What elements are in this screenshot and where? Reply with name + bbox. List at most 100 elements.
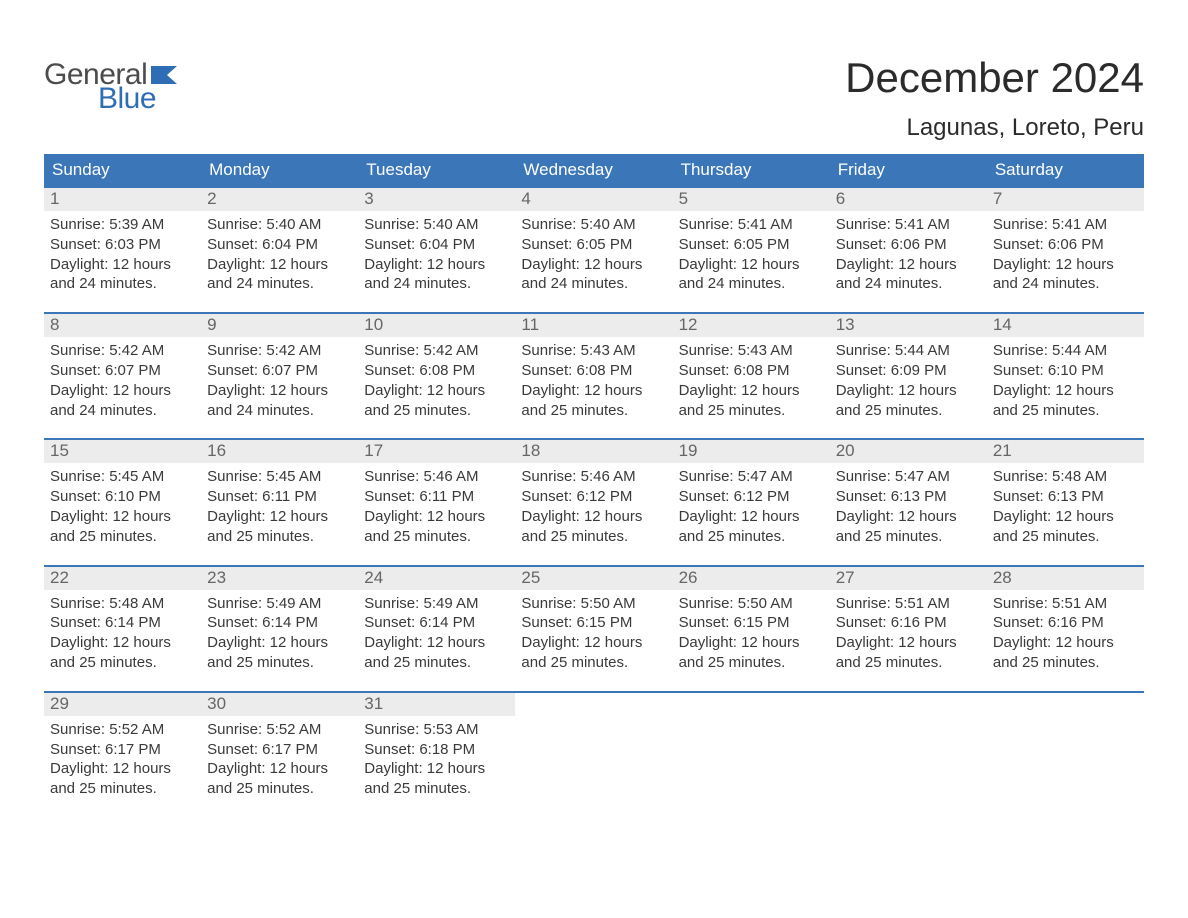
sunset-text: Sunset: 6:17 PM	[207, 740, 352, 760]
daylight-text-1: Daylight: 12 hours	[993, 381, 1138, 401]
day-details: Sunrise: 5:40 AMSunset: 6:04 PMDaylight:…	[358, 211, 515, 294]
daylight-text-1: Daylight: 12 hours	[836, 255, 981, 275]
day-number: 21	[987, 440, 1144, 463]
sunrise-text: Sunrise: 5:42 AM	[50, 341, 195, 361]
day-details: Sunrise: 5:51 AMSunset: 6:16 PMDaylight:…	[987, 590, 1144, 673]
daylight-text-2: and 25 minutes.	[50, 779, 195, 799]
daylight-text-1: Daylight: 12 hours	[50, 759, 195, 779]
sunset-text: Sunset: 6:07 PM	[50, 361, 195, 381]
calendar-week: 1Sunrise: 5:39 AMSunset: 6:03 PMDaylight…	[44, 186, 1144, 294]
day-details: Sunrise: 5:50 AMSunset: 6:15 PMDaylight:…	[515, 590, 672, 673]
calendar-day: 23Sunrise: 5:49 AMSunset: 6:14 PMDayligh…	[201, 567, 358, 673]
day-details: Sunrise: 5:42 AMSunset: 6:07 PMDaylight:…	[44, 337, 201, 420]
day-number: 9	[201, 314, 358, 337]
day-details: Sunrise: 5:51 AMSunset: 6:16 PMDaylight:…	[830, 590, 987, 673]
sunrise-text: Sunrise: 5:40 AM	[521, 215, 666, 235]
sunrise-text: Sunrise: 5:46 AM	[364, 467, 509, 487]
daylight-text-2: and 24 minutes.	[521, 274, 666, 294]
daylight-text-1: Daylight: 12 hours	[679, 381, 824, 401]
sunrise-text: Sunrise: 5:49 AM	[207, 594, 352, 614]
day-number: 3	[358, 188, 515, 211]
daylight-text-2: and 25 minutes.	[207, 653, 352, 673]
sunrise-text: Sunrise: 5:42 AM	[364, 341, 509, 361]
sunset-text: Sunset: 6:14 PM	[50, 613, 195, 633]
day-number: 15	[44, 440, 201, 463]
day-number: 12	[673, 314, 830, 337]
daylight-text-1: Daylight: 12 hours	[836, 381, 981, 401]
daylight-text-1: Daylight: 12 hours	[207, 381, 352, 401]
daylight-text-2: and 25 minutes.	[521, 401, 666, 421]
daylight-text-2: and 25 minutes.	[993, 527, 1138, 547]
sunset-text: Sunset: 6:10 PM	[50, 487, 195, 507]
sunrise-text: Sunrise: 5:40 AM	[207, 215, 352, 235]
weekday-header: Sunday	[44, 154, 201, 186]
day-details: Sunrise: 5:41 AMSunset: 6:05 PMDaylight:…	[673, 211, 830, 294]
sunrise-text: Sunrise: 5:43 AM	[521, 341, 666, 361]
day-number: 29	[44, 693, 201, 716]
calendar-day: 15Sunrise: 5:45 AMSunset: 6:10 PMDayligh…	[44, 440, 201, 546]
sunset-text: Sunset: 6:15 PM	[679, 613, 824, 633]
daylight-text-2: and 25 minutes.	[50, 653, 195, 673]
sunrise-text: Sunrise: 5:47 AM	[679, 467, 824, 487]
sunrise-text: Sunrise: 5:52 AM	[207, 720, 352, 740]
day-details: Sunrise: 5:50 AMSunset: 6:15 PMDaylight:…	[673, 590, 830, 673]
calendar-day	[830, 693, 987, 799]
sunrise-text: Sunrise: 5:48 AM	[993, 467, 1138, 487]
day-number: 6	[830, 188, 987, 211]
daylight-text-2: and 24 minutes.	[679, 274, 824, 294]
calendar-day	[515, 693, 672, 799]
day-details: Sunrise: 5:43 AMSunset: 6:08 PMDaylight:…	[673, 337, 830, 420]
day-details: Sunrise: 5:52 AMSunset: 6:17 PMDaylight:…	[201, 716, 358, 799]
day-number: 10	[358, 314, 515, 337]
calendar-day: 4Sunrise: 5:40 AMSunset: 6:05 PMDaylight…	[515, 188, 672, 294]
sunrise-text: Sunrise: 5:49 AM	[364, 594, 509, 614]
sunrise-text: Sunrise: 5:51 AM	[993, 594, 1138, 614]
calendar-week: 22Sunrise: 5:48 AMSunset: 6:14 PMDayligh…	[44, 565, 1144, 673]
daylight-text-2: and 25 minutes.	[207, 527, 352, 547]
calendar-day	[987, 693, 1144, 799]
daylight-text-2: and 25 minutes.	[364, 779, 509, 799]
day-details: Sunrise: 5:44 AMSunset: 6:10 PMDaylight:…	[987, 337, 1144, 420]
daylight-text-2: and 25 minutes.	[50, 527, 195, 547]
sunrise-text: Sunrise: 5:39 AM	[50, 215, 195, 235]
title-block: December 2024 Lagunas, Loreto, Peru	[845, 30, 1144, 142]
day-details: Sunrise: 5:42 AMSunset: 6:07 PMDaylight:…	[201, 337, 358, 420]
day-details: Sunrise: 5:41 AMSunset: 6:06 PMDaylight:…	[987, 211, 1144, 294]
daylight-text-1: Daylight: 12 hours	[993, 255, 1138, 275]
calendar-day: 18Sunrise: 5:46 AMSunset: 6:12 PMDayligh…	[515, 440, 672, 546]
sunset-text: Sunset: 6:10 PM	[993, 361, 1138, 381]
calendar-day: 22Sunrise: 5:48 AMSunset: 6:14 PMDayligh…	[44, 567, 201, 673]
day-number: 18	[515, 440, 672, 463]
daylight-text-2: and 24 minutes.	[364, 274, 509, 294]
day-number: 7	[987, 188, 1144, 211]
day-number: 23	[201, 567, 358, 590]
daylight-text-1: Daylight: 12 hours	[364, 759, 509, 779]
calendar-day: 9Sunrise: 5:42 AMSunset: 6:07 PMDaylight…	[201, 314, 358, 420]
daylight-text-2: and 25 minutes.	[521, 527, 666, 547]
day-number: 5	[673, 188, 830, 211]
calendar-week: 8Sunrise: 5:42 AMSunset: 6:07 PMDaylight…	[44, 312, 1144, 420]
day-number: 16	[201, 440, 358, 463]
calendar-day: 3Sunrise: 5:40 AMSunset: 6:04 PMDaylight…	[358, 188, 515, 294]
sunset-text: Sunset: 6:03 PM	[50, 235, 195, 255]
day-details: Sunrise: 5:40 AMSunset: 6:05 PMDaylight:…	[515, 211, 672, 294]
daylight-text-1: Daylight: 12 hours	[364, 255, 509, 275]
daylight-text-2: and 25 minutes.	[679, 527, 824, 547]
weekday-header: Tuesday	[358, 154, 515, 186]
sunrise-text: Sunrise: 5:41 AM	[679, 215, 824, 235]
calendar-day: 28Sunrise: 5:51 AMSunset: 6:16 PMDayligh…	[987, 567, 1144, 673]
sunset-text: Sunset: 6:12 PM	[521, 487, 666, 507]
sunset-text: Sunset: 6:12 PM	[679, 487, 824, 507]
daylight-text-2: and 24 minutes.	[836, 274, 981, 294]
day-number: 30	[201, 693, 358, 716]
weekday-header: Friday	[830, 154, 987, 186]
daylight-text-2: and 25 minutes.	[207, 779, 352, 799]
day-details: Sunrise: 5:46 AMSunset: 6:11 PMDaylight:…	[358, 463, 515, 546]
day-details: Sunrise: 5:45 AMSunset: 6:10 PMDaylight:…	[44, 463, 201, 546]
calendar-day: 11Sunrise: 5:43 AMSunset: 6:08 PMDayligh…	[515, 314, 672, 420]
day-number: 31	[358, 693, 515, 716]
daylight-text-1: Daylight: 12 hours	[679, 255, 824, 275]
calendar-week: 15Sunrise: 5:45 AMSunset: 6:10 PMDayligh…	[44, 438, 1144, 546]
sunset-text: Sunset: 6:16 PM	[836, 613, 981, 633]
day-number: 13	[830, 314, 987, 337]
